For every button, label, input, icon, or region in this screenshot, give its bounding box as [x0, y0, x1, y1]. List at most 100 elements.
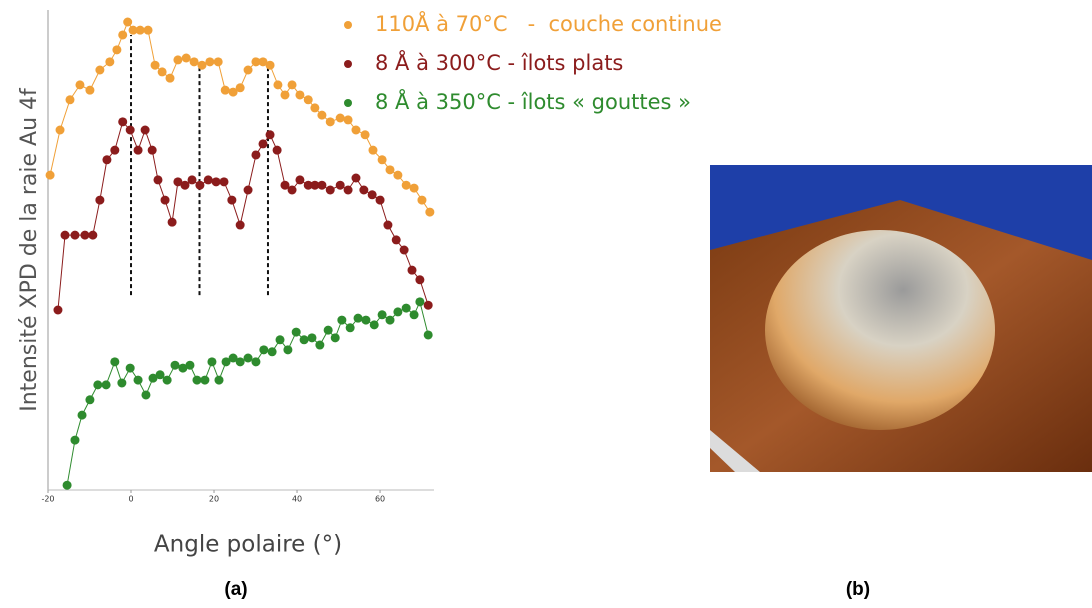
data-point [80, 230, 90, 240]
data-point [125, 125, 135, 135]
data-point [343, 115, 353, 125]
data-point [243, 353, 253, 363]
data-point [335, 180, 345, 190]
data-point [359, 185, 369, 195]
data-point [415, 297, 425, 307]
data-point [235, 357, 245, 367]
data-point [211, 177, 221, 187]
data-point [45, 170, 55, 180]
data-point [112, 45, 122, 55]
data-point [147, 145, 157, 155]
data-point [75, 80, 85, 90]
data-point [310, 103, 320, 113]
data-point [385, 165, 395, 175]
data-point [243, 185, 253, 195]
data-point [272, 145, 282, 155]
data-point [153, 175, 163, 185]
data-point [228, 353, 238, 363]
panel-label: (b) [846, 579, 870, 600]
data-point [425, 207, 435, 217]
data-point [133, 375, 143, 385]
x-tick-label: -20 [41, 495, 54, 504]
data-point [165, 73, 175, 83]
data-point [170, 360, 180, 370]
data-point [173, 55, 183, 65]
data-point [123, 17, 133, 27]
data-point [203, 175, 213, 185]
data-point [85, 85, 95, 95]
data-point [180, 180, 190, 190]
data-point [141, 390, 151, 400]
data-point [303, 95, 313, 105]
data-point [325, 117, 335, 127]
data-point [258, 139, 268, 149]
data-point [207, 357, 217, 367]
legend-label: 8 Å à 300°C - îlots plats [375, 49, 623, 75]
data-point [55, 125, 65, 135]
data-point [128, 25, 138, 35]
data-point [243, 65, 253, 75]
data-point [185, 360, 195, 370]
data-point [197, 60, 207, 70]
data-point [401, 303, 411, 313]
data-point [167, 217, 177, 227]
data-point [140, 125, 150, 135]
data-point [235, 83, 245, 93]
data-point [368, 145, 378, 155]
data-point [235, 220, 245, 230]
data-point [267, 347, 277, 357]
data-point [155, 370, 165, 380]
data-point [135, 25, 145, 35]
data-point [375, 195, 385, 205]
x-tick-label: 0 [128, 495, 133, 504]
data-point [361, 315, 371, 325]
data-point [283, 345, 293, 355]
data-point [299, 335, 309, 345]
data-point [401, 180, 411, 190]
series-line [49, 20, 431, 213]
data-point [275, 335, 285, 345]
data-point [219, 177, 229, 187]
data-point [393, 307, 403, 317]
legend-label: 8 Å à 350°C - îlots « gouttes » [375, 88, 691, 114]
data-point [287, 80, 297, 90]
data-point [317, 110, 327, 120]
data-point [351, 173, 361, 183]
data-point [251, 57, 261, 67]
data-point [383, 220, 393, 230]
data-point [315, 340, 325, 350]
data-point [310, 180, 320, 190]
panel-label: (a) [224, 579, 247, 600]
data-point [251, 150, 261, 160]
data-point [228, 87, 238, 97]
data-point [251, 357, 261, 367]
data-point [258, 57, 268, 67]
data-point [377, 155, 387, 165]
data-point [192, 375, 202, 385]
data-point [195, 180, 205, 190]
data-point [102, 155, 112, 165]
data-point [157, 67, 167, 77]
legend-marker [344, 99, 352, 107]
legend-marker [344, 21, 352, 29]
data-point [369, 320, 379, 330]
data-point [353, 313, 363, 323]
data-point [221, 357, 231, 367]
data-point [287, 185, 297, 195]
data-point [95, 65, 105, 75]
data-point [307, 333, 317, 343]
data-point [178, 363, 188, 373]
data-point [150, 60, 160, 70]
legend-label: 110Å à 70°C - couche continue [375, 10, 722, 36]
data-point [391, 235, 401, 245]
data-point [385, 315, 395, 325]
data-point [377, 310, 387, 320]
data-point [148, 373, 158, 383]
data-point [181, 53, 191, 63]
legend-marker [344, 60, 352, 68]
data-point [409, 183, 419, 193]
data-point [65, 95, 75, 105]
data-point [213, 57, 223, 67]
data-point [160, 195, 170, 205]
